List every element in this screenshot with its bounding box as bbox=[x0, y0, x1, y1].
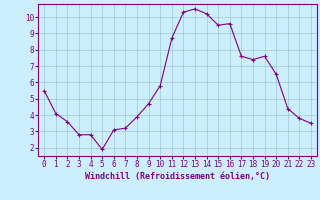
X-axis label: Windchill (Refroidissement éolien,°C): Windchill (Refroidissement éolien,°C) bbox=[85, 172, 270, 181]
